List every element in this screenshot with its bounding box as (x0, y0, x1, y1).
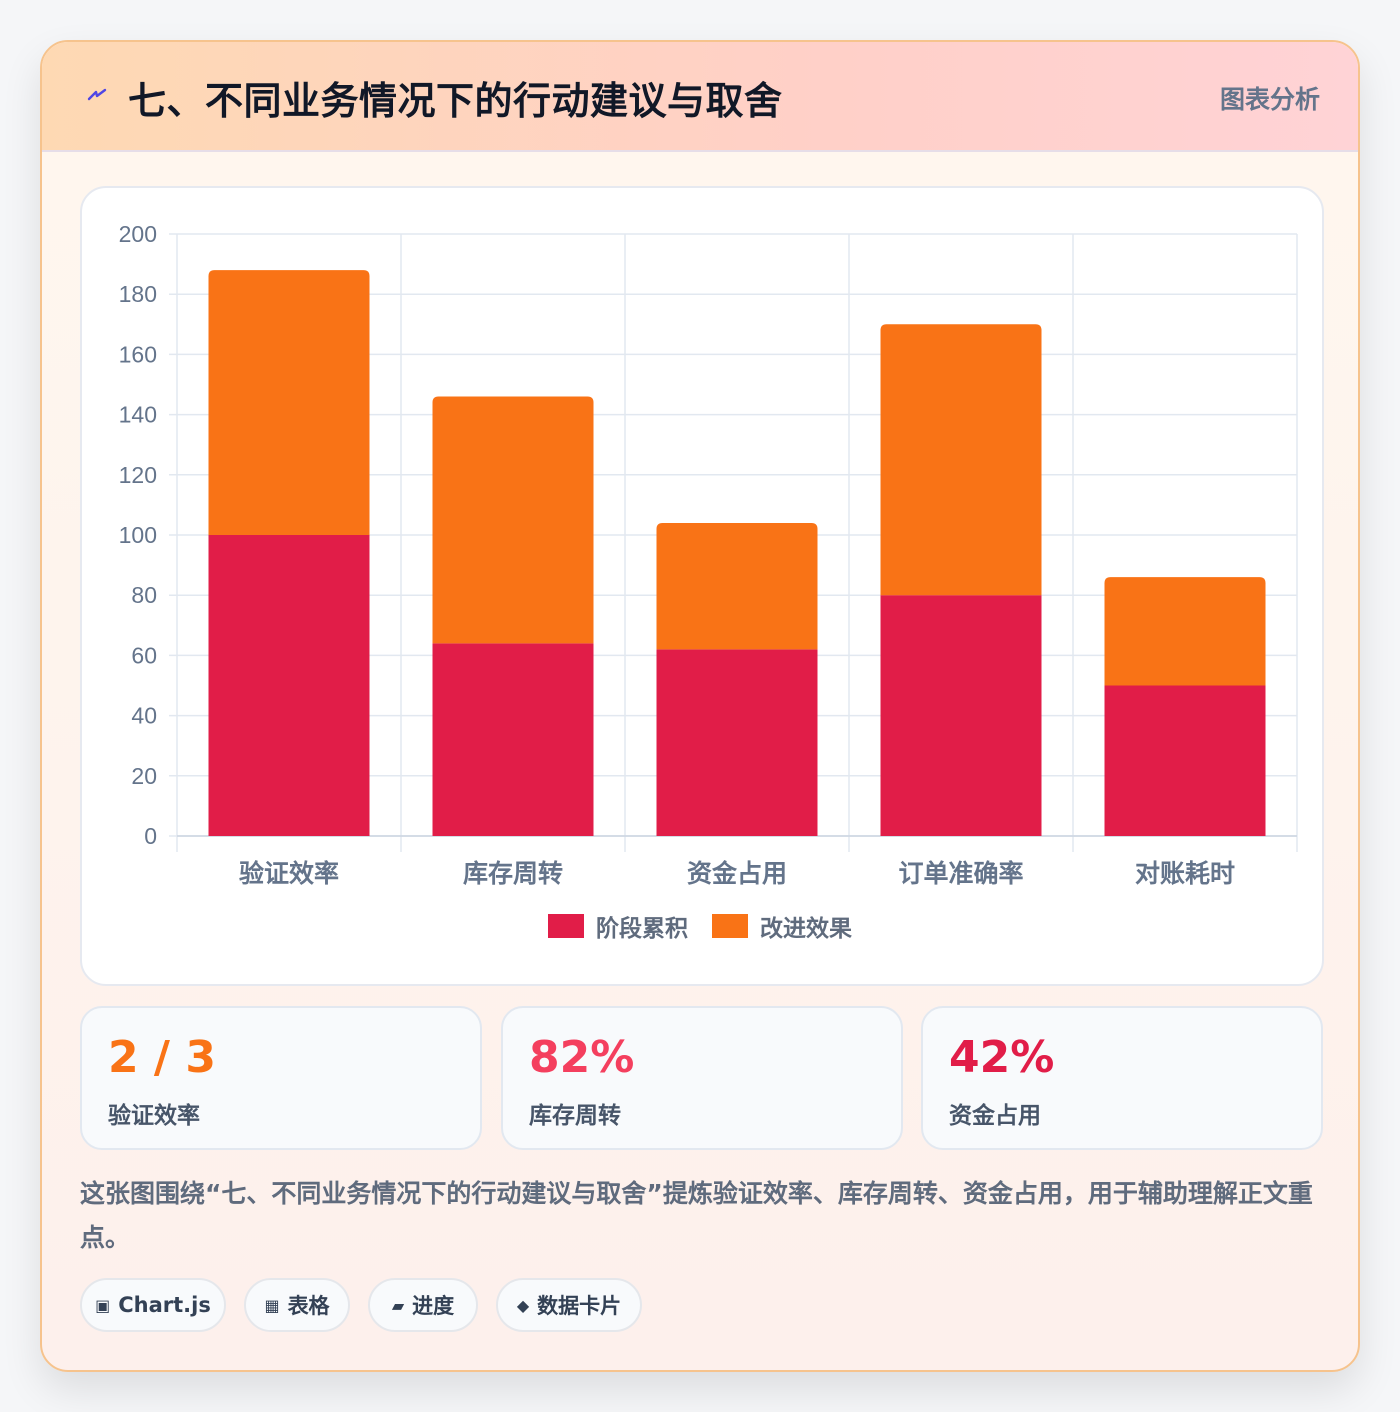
x-tick-label: 对账耗时 (1135, 859, 1235, 888)
chart-panel: 0 20 40 60 80 100 120 140 160 180 200 验证效率 库存周转 资金占用 订… (80, 186, 1324, 986)
y-tick-label: 180 (119, 281, 157, 307)
x-tick-label: 订单准确率 (898, 859, 1023, 888)
bar-segment (432, 396, 594, 644)
stat-card-verify: 2 / 3 验证效率 (80, 1006, 482, 1150)
bar-segment (1104, 685, 1266, 836)
bar-segment (432, 643, 594, 836)
card-header: 七、不同业务情况下的行动建议与取舍 图表分析 (42, 42, 1358, 152)
chart-icon: ▣ (95, 1295, 111, 1315)
stat-label: 资金占用 (949, 1103, 1041, 1129)
y-tick-label: 160 (119, 341, 157, 367)
stat-value: 82% (529, 1032, 635, 1083)
tag-label: 表格 (287, 1294, 330, 1318)
y-tick-label: 20 (131, 763, 157, 789)
legend-label: 改进效果 (760, 915, 852, 942)
bar-segment (880, 595, 1042, 836)
legend-swatch (712, 914, 748, 938)
chart-card: 七、不同业务情况下的行动建议与取舍 图表分析 0 20 40 60 80 100 120 14… (40, 40, 1360, 1372)
tag-label: 数据卡片 (537, 1294, 622, 1318)
progress-icon: ▰ (391, 1295, 405, 1315)
bar-segment (208, 535, 370, 836)
stat-value: 42% (949, 1032, 1055, 1083)
tag-label: Chart.js (118, 1293, 211, 1317)
legend-label: 阶段累积 (596, 915, 688, 942)
stat-label: 验证效率 (108, 1103, 200, 1129)
x-tick-label: 资金占用 (687, 859, 787, 888)
y-tick-label: 100 (119, 522, 157, 548)
stat-value: 2 / 3 (108, 1032, 216, 1083)
bar-segment (656, 649, 818, 836)
diamond-icon: ◆ (516, 1295, 530, 1315)
stat-card-inventory: 82% 库存周转 (501, 1006, 903, 1150)
bar-segment (656, 522, 818, 650)
stat-label: 库存周转 (529, 1103, 621, 1129)
bar-segment (1104, 577, 1266, 686)
tag-chartjs[interactable]: ▣ Chart.js (80, 1278, 226, 1332)
chart-description: 这张图围绕“七、不同业务情况下的行动建议与取舍”提炼验证效率、库存周转、资金占用… (80, 1179, 1313, 1252)
y-tick-label: 120 (119, 462, 157, 488)
stat-card-capital: 42% 资金占用 (921, 1006, 1323, 1150)
tag-data-card[interactable]: ◆ 数据卡片 (496, 1278, 642, 1332)
tag-table[interactable]: ▦ 表格 (244, 1278, 350, 1332)
tag-progress[interactable]: ▰ 进度 (368, 1278, 478, 1332)
stacked-bar-chart: 0 20 40 60 80 100 120 140 160 180 200 验证效率 库存周转 资金占用 订… (119, 221, 1298, 942)
bar-segment (880, 324, 1042, 596)
table-icon: ▦ (264, 1295, 280, 1315)
bar-segment (208, 270, 370, 535)
x-tick-label: 验证效率 (239, 859, 339, 888)
y-tick-label: 200 (119, 221, 157, 247)
legend-swatch (548, 914, 584, 938)
page-title: 七、不同业务情况下的行动建议与取舍 (128, 79, 783, 123)
y-tick-label: 80 (131, 582, 157, 608)
lightning-bolt-icon (87, 88, 107, 101)
tag-label: 进度 (412, 1294, 455, 1318)
y-tick-label: 40 (131, 703, 157, 729)
x-tick-label: 库存周转 (463, 859, 563, 888)
y-tick-label: 0 (144, 823, 157, 849)
y-tick-label: 60 (131, 642, 157, 668)
chart-analysis-badge: 图表分析 (1219, 85, 1320, 114)
y-tick-label: 140 (119, 402, 157, 428)
